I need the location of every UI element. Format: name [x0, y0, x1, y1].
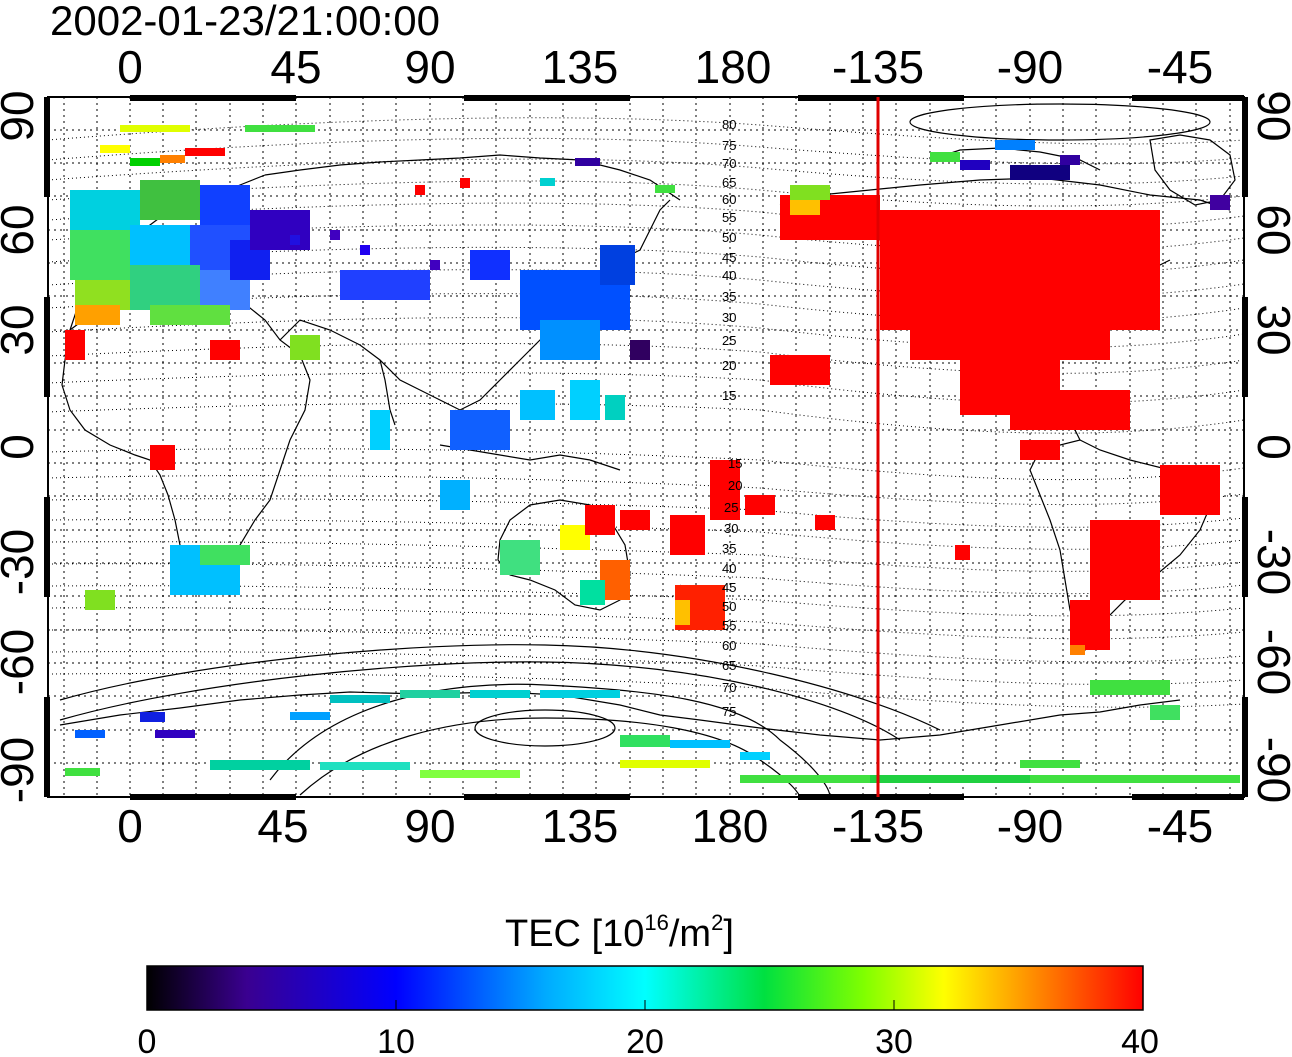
left-tick-label: 60: [0, 204, 43, 255]
bottom-tick-label: 45: [257, 800, 308, 852]
contour-label: 40: [722, 561, 736, 576]
right-axis: 90 60 30 0 -30 -60 -90: [1248, 90, 1292, 803]
contour-label: 60: [722, 638, 736, 653]
top-axis: 0 45 90 135 180 -135 -90 -45: [117, 41, 1213, 93]
bottom-tick-label: 90: [404, 800, 455, 852]
frame-tick-marks: [44, 95, 1248, 800]
colorbar-tick-label: 40: [1121, 1023, 1159, 1057]
tec-observations: [65, 125, 1240, 783]
right-tick-label: 30: [1248, 304, 1292, 355]
top-tick-label: 135: [542, 41, 619, 93]
contour-label: 30: [722, 310, 736, 325]
contour-label: 50: [722, 230, 736, 245]
contour-label: 25: [724, 500, 738, 515]
right-tick-label: 0: [1248, 434, 1292, 460]
right-tick-label: -90: [1248, 737, 1292, 803]
bottom-tick-label: 180: [692, 800, 769, 852]
contour-label: 80: [722, 117, 736, 132]
contour-label: 55: [722, 210, 736, 225]
bottom-tick-label: -135: [832, 800, 924, 852]
contour-label: 50: [722, 599, 736, 614]
colorbar-tick-labels: 0 10 20 30 40: [138, 1023, 1159, 1057]
contour-label: 30: [724, 521, 738, 536]
contour-label: 70: [722, 680, 736, 695]
contour-label: 15: [722, 388, 736, 403]
colorbar-tick-label: 0: [138, 1023, 157, 1057]
right-tick-label: 90: [1248, 90, 1292, 141]
contour-label: 40: [722, 268, 736, 283]
contour-label: 65: [722, 658, 736, 673]
contour-label: 70: [722, 156, 736, 171]
contour-label: 60: [722, 192, 736, 207]
bottom-tick-label: -45: [1147, 800, 1213, 852]
bottom-tick-label: 0: [117, 800, 143, 852]
colorbar-tick-label: 10: [377, 1023, 415, 1057]
bottom-tick-label: -90: [997, 800, 1063, 852]
contour-label: 55: [722, 618, 736, 633]
bottom-axis: 0 45 90 135 180 -135 -90 -45: [117, 800, 1213, 852]
contour-label: 25: [722, 333, 736, 348]
colorbar-tick-label: 30: [875, 1023, 913, 1057]
contour-label: 20: [722, 358, 736, 373]
contour-label: 75: [722, 704, 736, 719]
contour-label: 35: [722, 289, 736, 304]
contour-labels-south: 15 20 25 30 35 40 45 50 55 60 65 70 75: [722, 456, 742, 719]
right-tick-label: -30: [1248, 529, 1292, 595]
top-tick-label: 180: [695, 41, 772, 93]
left-tick-label: 30: [0, 304, 43, 355]
colorbar-tick-label: 20: [626, 1023, 664, 1057]
top-tick-label: -45: [1147, 41, 1213, 93]
contour-label: 35: [722, 541, 736, 556]
contour-label: 75: [722, 138, 736, 153]
left-tick-label: -90: [0, 737, 43, 803]
bottom-tick-label: 135: [542, 800, 619, 852]
contour-label: 15: [728, 456, 742, 471]
contour-label: 45: [722, 580, 736, 595]
solid-contours: [59, 103, 1211, 797]
contour-labels-north: 80 75 70 65 60 55 50 45 40 35 30 25 20 1…: [722, 117, 736, 403]
colorbar-ticks: [395, 1000, 895, 1010]
left-axis: 90 60 30 0 -30 -60 -90: [0, 90, 43, 803]
left-tick-label: 90: [0, 90, 43, 141]
contour-label: 65: [722, 175, 736, 190]
right-tick-label: 60: [1248, 204, 1292, 255]
right-tick-label: -60: [1248, 629, 1292, 695]
timestamp-title: 2002-01-23/21:00:00: [50, 0, 440, 44]
colorbar-title: TEC [1016/m2]: [505, 910, 734, 955]
top-tick-label: 0: [117, 41, 143, 93]
top-tick-label: -90: [997, 41, 1063, 93]
left-tick-label: 0: [0, 434, 43, 460]
contour-label: 45: [722, 250, 736, 265]
left-tick-label: -60: [0, 629, 43, 695]
top-tick-label: 90: [404, 41, 455, 93]
left-tick-label: -30: [0, 529, 43, 595]
top-tick-label: 45: [270, 41, 321, 93]
top-tick-label: -135: [832, 41, 924, 93]
contour-label: 20: [728, 478, 742, 493]
